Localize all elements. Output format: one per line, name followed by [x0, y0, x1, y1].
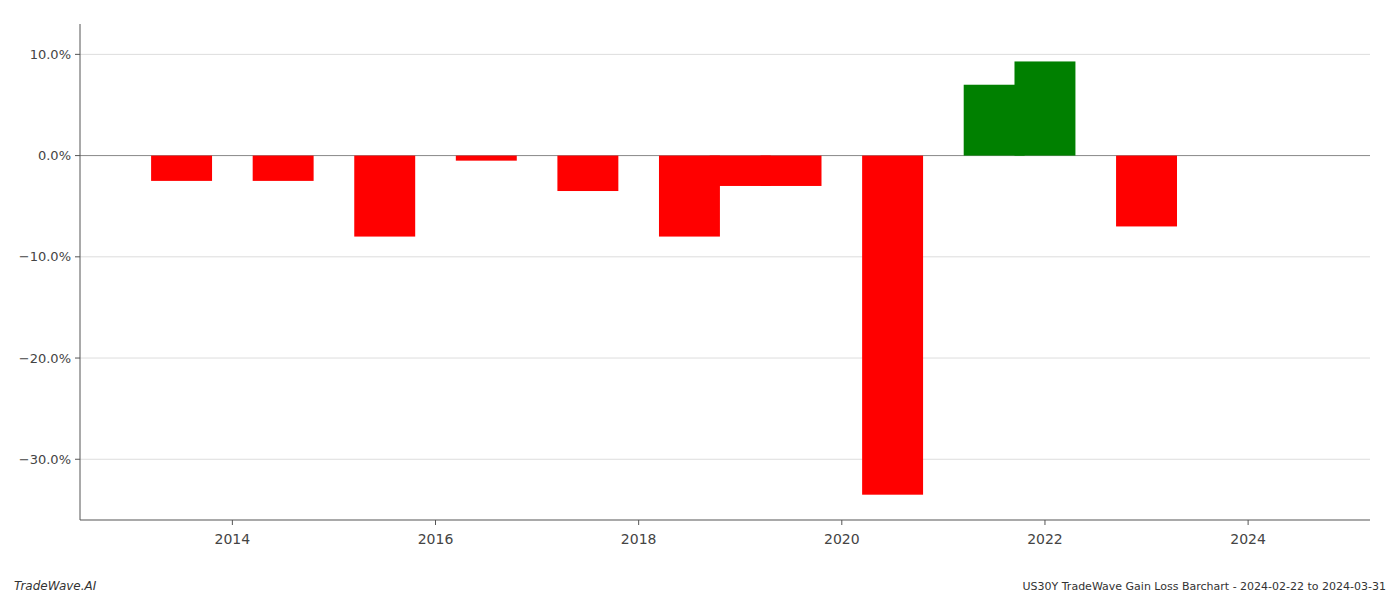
- y-tick-label: −20.0%: [19, 351, 71, 366]
- bar: [253, 156, 314, 181]
- x-tick: [638, 520, 639, 525]
- bar: [557, 156, 618, 191]
- bar: [761, 156, 822, 186]
- bar: [456, 156, 517, 161]
- x-tick-label: 2016: [418, 531, 454, 547]
- y-tick-label: 10.0%: [30, 47, 71, 62]
- y-tick-label: 0.0%: [38, 148, 71, 163]
- y-tick: [75, 155, 80, 156]
- y-tick: [75, 459, 80, 460]
- x-tick-label: 2020: [824, 531, 860, 547]
- axes: 2014 2016 2018 2020 2022 2024 10.0% 0.0% −10.0% −…: [19, 24, 1370, 547]
- y-axis-line: [80, 24, 81, 520]
- grid-line: [80, 256, 1370, 257]
- x-tick: [232, 520, 233, 525]
- x-tick: [1044, 520, 1045, 525]
- bar: [354, 156, 415, 237]
- x-axis-line: [80, 519, 1370, 520]
- x-tick-label: 2024: [1230, 531, 1266, 547]
- bar: [1014, 61, 1075, 155]
- footer-right: US30Y TradeWave Gain Loss Barchart - 202…: [1023, 580, 1386, 593]
- bar: [1116, 156, 1177, 227]
- x-tick-label: 2014: [215, 531, 251, 547]
- bars: [151, 61, 1177, 494]
- x-tick-label: 2018: [621, 531, 657, 547]
- x-tick-label: 2022: [1027, 531, 1063, 547]
- grid: [80, 54, 1370, 459]
- chart: 2014 2016 2018 2020 2022 2024 10.0% 0.0% −10.0% −…: [0, 0, 1400, 600]
- y-tick-label: −10.0%: [19, 249, 71, 264]
- y-tick: [75, 54, 80, 55]
- x-tick: [841, 520, 842, 525]
- footer-left: TradeWave.AI: [14, 579, 97, 593]
- bar: [151, 156, 212, 181]
- x-tick: [435, 520, 436, 525]
- y-tick: [75, 256, 80, 257]
- grid-line: [80, 54, 1370, 55]
- bar: [862, 156, 923, 495]
- grid-line: [80, 358, 1370, 359]
- grid-line: [80, 459, 1370, 460]
- y-tick-label: −30.0%: [19, 452, 71, 467]
- x-tick: [1248, 520, 1249, 525]
- y-tick: [75, 358, 80, 359]
